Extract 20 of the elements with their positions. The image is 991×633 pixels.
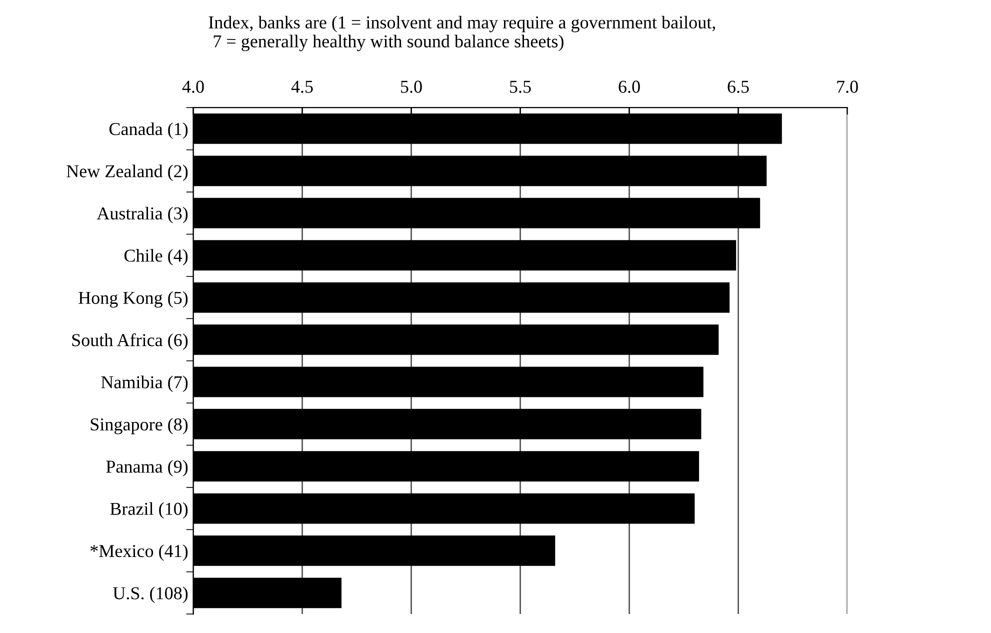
- x-tick-label: 4.0: [182, 80, 204, 93]
- chart-title: Index, banks are (1 = insolvent and may require a government bailout, 7 = generally healthy with sound balance sheets): [208, 16, 716, 52]
- y-tick-label: Namibia (7): [101, 376, 188, 392]
- y-tick-label: U.S. (108): [113, 586, 188, 604]
- y-tick-label: South Africa (6): [72, 333, 188, 350]
- x-tick-label: 6.0: [618, 80, 640, 93]
- x-tick-label: 7.0: [837, 80, 858, 93]
- y-tick-label: Canada (1): [109, 122, 188, 139]
- y-tick-label: Hong Kong (5): [78, 291, 188, 308]
- x-tick-label: 4.5: [291, 80, 313, 93]
- y-tick-label: Australia (3): [96, 206, 188, 224]
- y-tick-label: Brazil (10): [110, 502, 188, 519]
- y-tick-label: Singapore (8): [90, 418, 188, 434]
- x-tick-label: 6.5: [728, 80, 749, 93]
- y-tick-label: *Mexico (41): [90, 544, 188, 561]
- y-tick-label: Chile (4): [124, 249, 188, 266]
- x-tick-label: 5.5: [510, 80, 531, 93]
- y-tick-label: Panama (9): [106, 460, 188, 476]
- x-tick-label: 5.0: [401, 80, 422, 93]
- y-tick-label: New Zealand (2): [66, 164, 188, 182]
